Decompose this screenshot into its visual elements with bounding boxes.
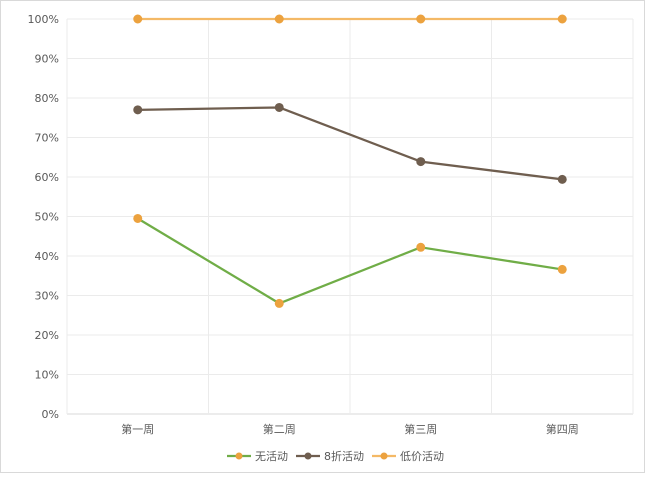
legend-marker: [380, 452, 388, 460]
legend-label: 低价活动: [400, 450, 444, 463]
x-tick-label: 第一周: [121, 422, 154, 436]
legend: 无活动 8折活动 低价活动: [227, 449, 444, 463]
legend-marker: [235, 452, 243, 460]
y-tick-label: 20%: [35, 329, 59, 342]
y-tick-label: 90%: [35, 53, 59, 66]
legend-marker: [304, 452, 312, 460]
data-point: [557, 264, 567, 274]
series-1: [133, 102, 567, 184]
legend-label: 8折活动: [324, 449, 364, 463]
data-point: [416, 157, 426, 167]
data-point: [557, 174, 567, 184]
y-tick-label: 50%: [35, 211, 59, 224]
data-point: [133, 105, 143, 115]
y-tick-label: 30%: [35, 290, 59, 303]
data-point: [557, 14, 567, 24]
x-tick-label: 第四周: [546, 422, 579, 436]
y-tick-label: 0%: [42, 408, 59, 421]
legend-item: 低价活动: [372, 450, 444, 463]
data-point: [274, 298, 284, 308]
legend-item: 8折活动: [296, 449, 364, 463]
legend-item: 无活动: [227, 450, 288, 463]
series-layer: [133, 14, 567, 308]
grid-layer: [66, 18, 634, 415]
series-2: [133, 14, 567, 24]
y-tick-label: 60%: [35, 171, 59, 184]
y-tick-label: 10%: [35, 369, 59, 382]
y-tick-label: 80%: [35, 92, 59, 105]
series-0: [133, 213, 567, 308]
x-tick-label: 第三周: [404, 422, 437, 436]
series-line: [137, 106, 563, 181]
x-tick-label: 第二周: [263, 422, 296, 436]
data-point: [133, 213, 143, 223]
y-tick-label: 70%: [35, 132, 59, 145]
legend-label: 无活动: [255, 450, 288, 463]
data-point: [416, 14, 426, 24]
data-point: [133, 14, 143, 24]
y-axis-ticks: 0% 10% 20% 30% 40% 50% 60% 70% 80% 90% 100%: [28, 13, 59, 421]
data-point: [274, 14, 284, 24]
y-tick-label: 100%: [28, 13, 59, 26]
y-tick-label: 40%: [35, 250, 59, 263]
x-axis-ticks: 第一周 第二周 第三周 第四周: [121, 422, 579, 436]
series-line: [137, 217, 563, 305]
data-point: [416, 242, 426, 252]
data-point: [274, 102, 284, 112]
chart-frame: 0% 10% 20% 30% 40% 50% 60% 70% 80% 90% 100% 第一周 第二周…: [0, 0, 645, 473]
